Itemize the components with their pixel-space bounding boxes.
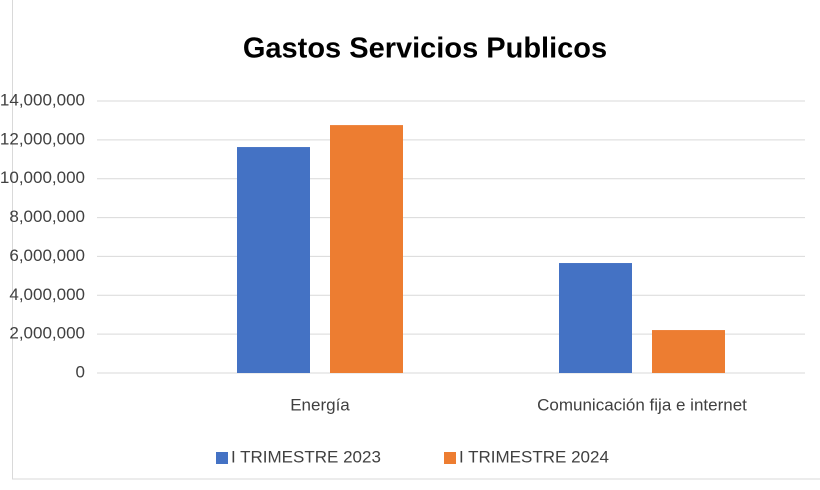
x-tick-label: Comunicación fija e internet	[537, 395, 747, 414]
y-tick-label: 2,000,000	[9, 324, 85, 343]
bar	[237, 147, 310, 373]
bar	[559, 263, 632, 373]
legend-label: I TRIMESTRE 2023	[231, 447, 381, 466]
y-tick-label: 8,000,000	[9, 207, 85, 226]
chart-frame	[12, 0, 820, 480]
y-tick-label: 14,000,000	[0, 90, 85, 109]
y-tick-label: 12,000,000	[0, 129, 85, 148]
legend-swatch	[216, 452, 228, 464]
y-tick-label: 10,000,000	[0, 168, 85, 187]
legend-swatch	[444, 452, 456, 464]
bar	[330, 125, 403, 373]
y-tick-label: 4,000,000	[9, 285, 85, 304]
y-tick-label: 0	[76, 362, 85, 381]
chart-title: Gastos Servicios Publicos	[243, 33, 607, 65]
bar	[652, 330, 725, 373]
y-tick-label: 6,000,000	[9, 246, 85, 265]
legend-label: I TRIMESTRE 2024	[459, 447, 609, 466]
x-tick-label: Energía	[290, 395, 350, 414]
